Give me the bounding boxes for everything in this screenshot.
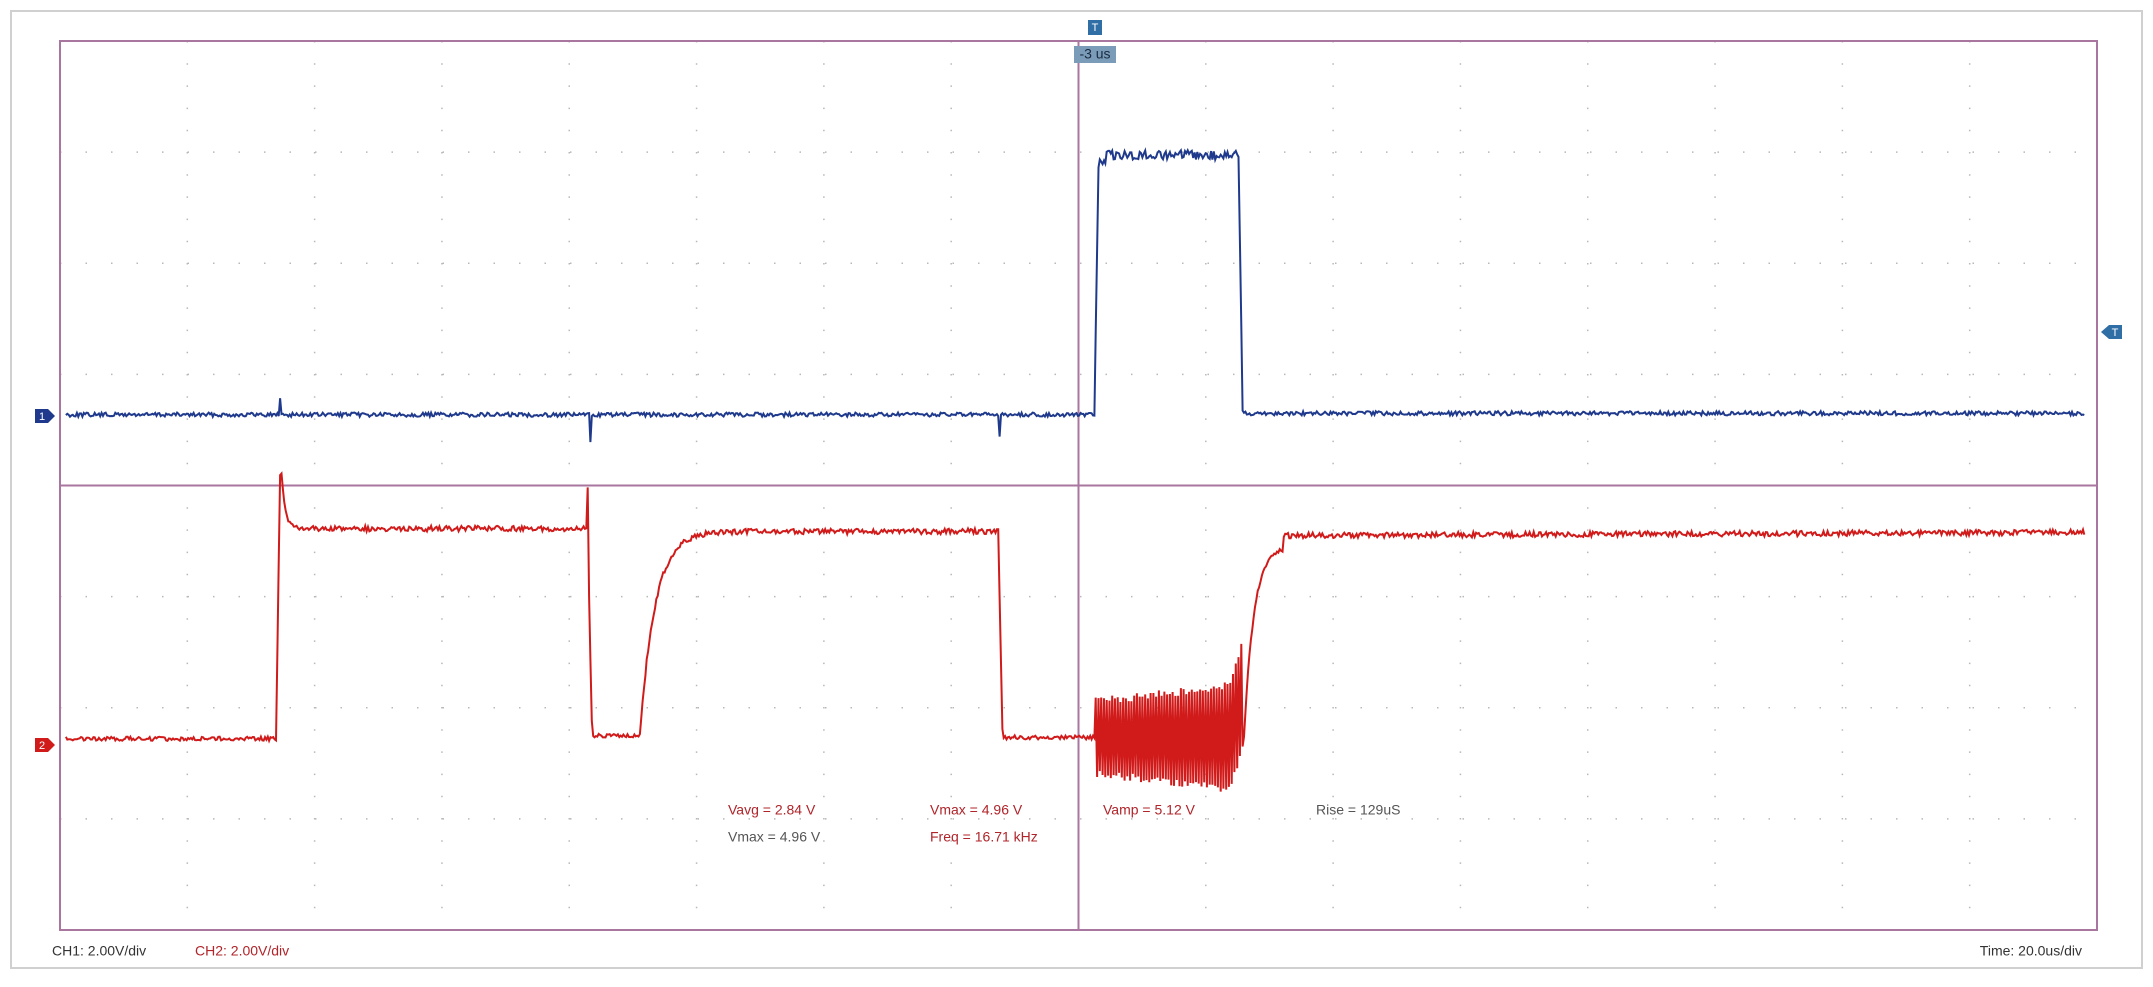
time-scale: Time: 20.0us/div (1980, 943, 2082, 959)
ch2-scale: CH2: 2.00V/div (195, 943, 289, 959)
ch1-scale: CH1: 2.00V/div (52, 943, 146, 959)
measurement: Vmax = 4.96 V (930, 802, 1023, 818)
trigger-level-label: T (2112, 327, 2119, 339)
ch2-marker-label: 2 (39, 740, 45, 752)
measurement: Rise = 129uS (1316, 802, 1400, 818)
ch1-marker (35, 409, 55, 423)
measurement: Vamp = 5.12 V (1103, 802, 1196, 818)
trigger-marker-label: T (1092, 22, 1099, 34)
ch1-trace (65, 147, 2085, 443)
measurement: Vmax = 4.96 V (728, 829, 821, 845)
ch1-marker-label: 1 (39, 411, 45, 423)
trigger-offset-box (1074, 46, 1116, 63)
measurement: Freq = 16.71 kHz (930, 829, 1038, 845)
trigger-offset: -3 us (1079, 46, 1110, 62)
ch2-trace (65, 471, 2086, 792)
outer-frame (10, 10, 2143, 969)
trigger-level-marker (2101, 325, 2122, 339)
measurement: Vavg = 2.84 V (728, 802, 816, 818)
trigger-marker (1088, 20, 1102, 35)
ch2-marker (35, 738, 55, 752)
